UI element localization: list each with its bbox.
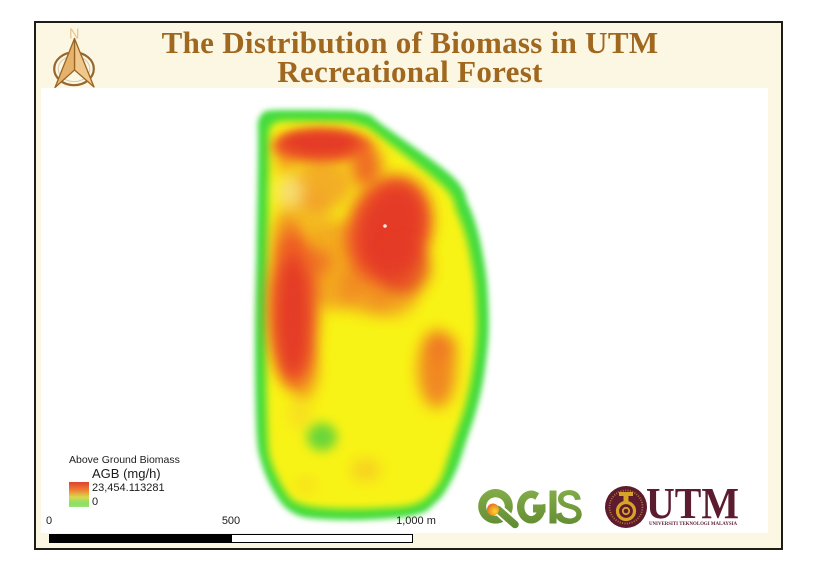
svg-text:UTM: UTM	[646, 483, 739, 528]
svg-text:UNIVERSITI TEKNOLOGI MALAYSIA: UNIVERSITI TEKNOLOGI MALAYSIA	[649, 521, 737, 527]
svg-text:N: N	[69, 27, 79, 43]
